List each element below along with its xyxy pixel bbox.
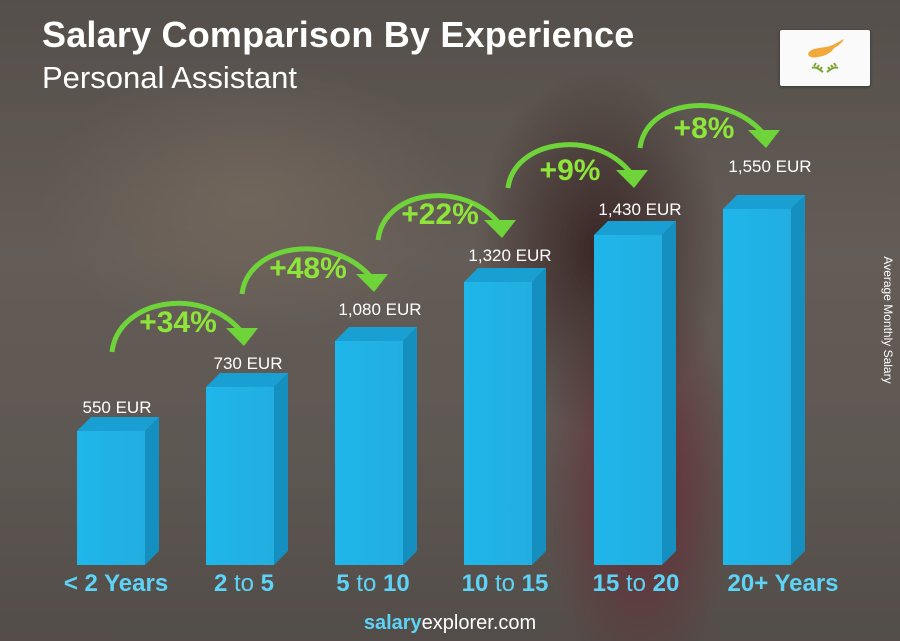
- category-label: 2 to 5: [213, 570, 275, 597]
- value-label: 550 EUR: [82, 398, 152, 417]
- category-label: < 2 Years: [63, 570, 169, 597]
- chart-subtitle: Personal Assistant: [42, 60, 298, 95]
- category-label: 5 to 10: [336, 570, 410, 597]
- value-label: 1,430 EUR: [598, 200, 682, 219]
- brand-footer[interactable]: salaryexplorer.com: [363, 612, 537, 634]
- value-label: 1,550 EUR: [728, 157, 812, 176]
- cyprus-flag-icon: [780, 30, 870, 86]
- increase-label: +8%: [673, 112, 735, 145]
- increase-label: +22%: [401, 198, 479, 231]
- category-label: 10 to 15: [461, 570, 549, 597]
- increase-label: +48%: [269, 252, 347, 285]
- chart-title: Salary Comparison By Experience: [42, 14, 635, 55]
- value-label: 1,320 EUR: [468, 246, 552, 265]
- category-label: 15 to 20: [592, 570, 680, 597]
- category-label: 20+ Years: [727, 570, 839, 597]
- value-label: 1,080 EUR: [338, 300, 422, 319]
- increase-label: +34%: [139, 306, 217, 339]
- increase-label: +9%: [539, 154, 601, 187]
- value-label: 730 EUR: [213, 354, 283, 373]
